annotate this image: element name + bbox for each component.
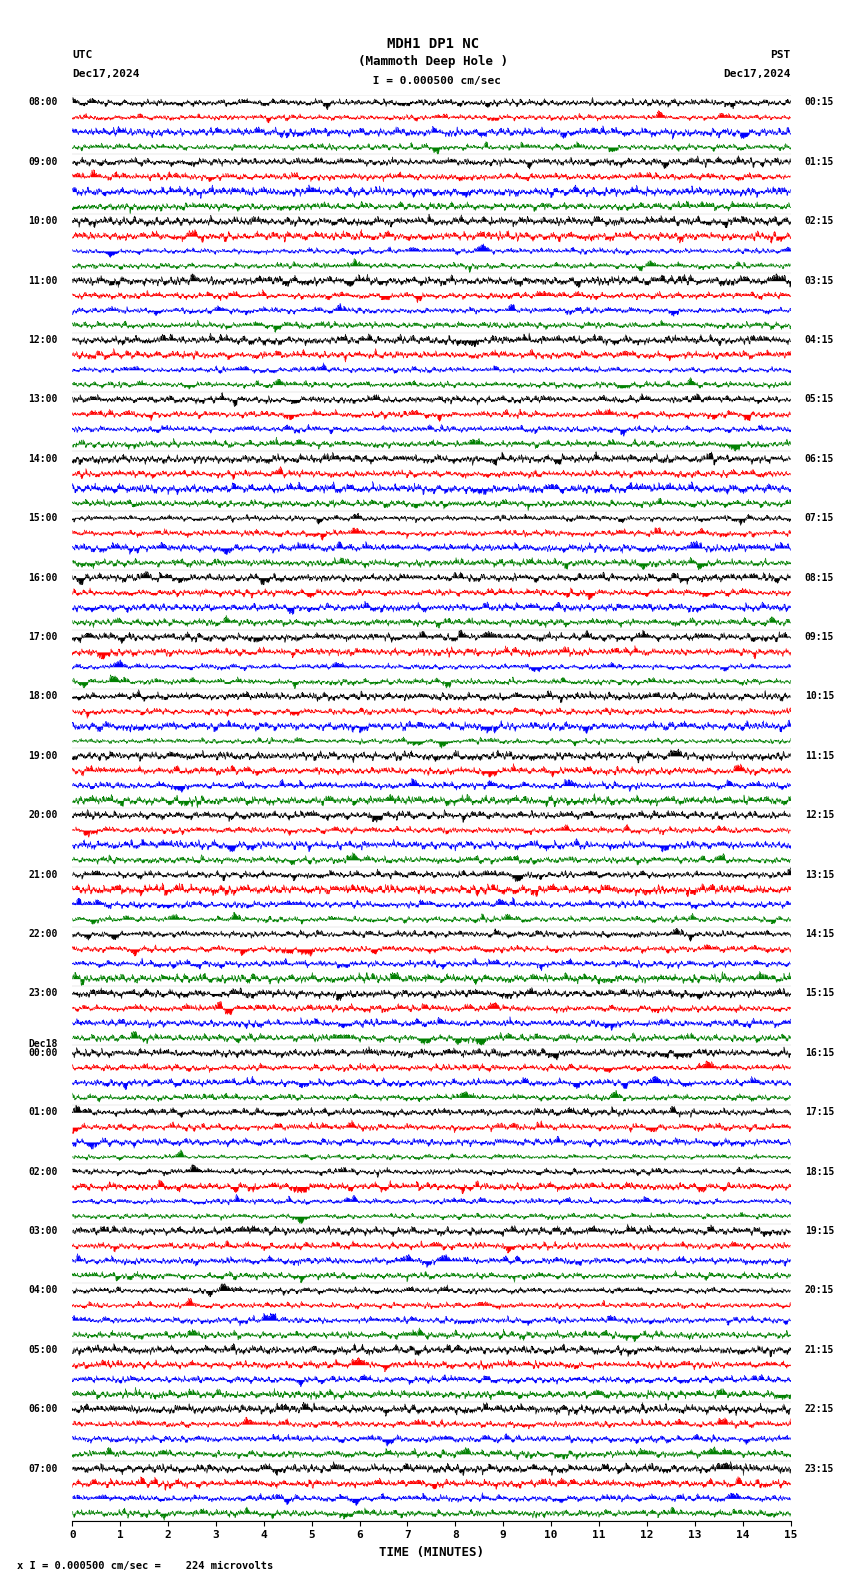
Text: 20:15: 20:15	[805, 1286, 834, 1296]
Text: 23:00: 23:00	[29, 988, 58, 998]
Text: 14:00: 14:00	[29, 455, 58, 464]
Text: 12:15: 12:15	[805, 811, 834, 821]
Text: 19:15: 19:15	[805, 1226, 834, 1236]
Text: 21:00: 21:00	[29, 870, 58, 879]
Text: 05:15: 05:15	[805, 394, 834, 404]
Text: 05:00: 05:00	[29, 1345, 58, 1354]
Text: 10:15: 10:15	[805, 692, 834, 702]
Text: 16:15: 16:15	[805, 1049, 834, 1058]
Text: 12:00: 12:00	[29, 336, 58, 345]
Text: 01:15: 01:15	[805, 157, 834, 166]
Text: x I = 0.000500 cm/sec =    224 microvolts: x I = 0.000500 cm/sec = 224 microvolts	[17, 1562, 273, 1571]
Text: MDH1 DP1 NC: MDH1 DP1 NC	[388, 36, 479, 51]
Text: 17:15: 17:15	[805, 1107, 834, 1117]
Text: 04:00: 04:00	[29, 1286, 58, 1296]
Text: Dec18: Dec18	[29, 1039, 58, 1049]
X-axis label: TIME (MINUTES): TIME (MINUTES)	[379, 1546, 484, 1559]
Text: Dec17,2024: Dec17,2024	[72, 70, 139, 79]
Text: 14:15: 14:15	[805, 930, 834, 939]
Text: 21:15: 21:15	[805, 1345, 834, 1354]
Text: 16:00: 16:00	[29, 573, 58, 583]
Text: 11:00: 11:00	[29, 276, 58, 285]
Text: 19:00: 19:00	[29, 751, 58, 760]
Text: 11:15: 11:15	[805, 751, 834, 760]
Text: 17:00: 17:00	[29, 632, 58, 642]
Text: 06:00: 06:00	[29, 1405, 58, 1415]
Text: 03:00: 03:00	[29, 1226, 58, 1236]
Text: 22:00: 22:00	[29, 930, 58, 939]
Text: Dec17,2024: Dec17,2024	[723, 70, 791, 79]
Text: 13:15: 13:15	[805, 870, 834, 879]
Text: UTC: UTC	[72, 51, 93, 60]
Text: 10:00: 10:00	[29, 217, 58, 227]
Text: 00:00: 00:00	[29, 1049, 58, 1058]
Text: 09:00: 09:00	[29, 157, 58, 166]
Text: 08:00: 08:00	[29, 98, 58, 108]
Text: 02:15: 02:15	[805, 217, 834, 227]
Text: 07:00: 07:00	[29, 1464, 58, 1473]
Text: 09:15: 09:15	[805, 632, 834, 642]
Text: 22:15: 22:15	[805, 1405, 834, 1415]
Text: 13:00: 13:00	[29, 394, 58, 404]
Text: 02:00: 02:00	[29, 1167, 58, 1177]
Text: 15:00: 15:00	[29, 513, 58, 523]
Text: 06:15: 06:15	[805, 455, 834, 464]
Text: 08:15: 08:15	[805, 573, 834, 583]
Text: 20:00: 20:00	[29, 811, 58, 821]
Text: 04:15: 04:15	[805, 336, 834, 345]
Text: 03:15: 03:15	[805, 276, 834, 285]
Text: 07:15: 07:15	[805, 513, 834, 523]
Text: (Mammoth Deep Hole ): (Mammoth Deep Hole )	[359, 55, 508, 68]
Text: 23:15: 23:15	[805, 1464, 834, 1473]
Text: 18:15: 18:15	[805, 1167, 834, 1177]
Text: 01:00: 01:00	[29, 1107, 58, 1117]
Text: PST: PST	[770, 51, 790, 60]
Text: 15:15: 15:15	[805, 988, 834, 998]
Text: 18:00: 18:00	[29, 692, 58, 702]
Text: 00:15: 00:15	[805, 98, 834, 108]
Text: I = 0.000500 cm/sec: I = 0.000500 cm/sec	[366, 76, 501, 86]
